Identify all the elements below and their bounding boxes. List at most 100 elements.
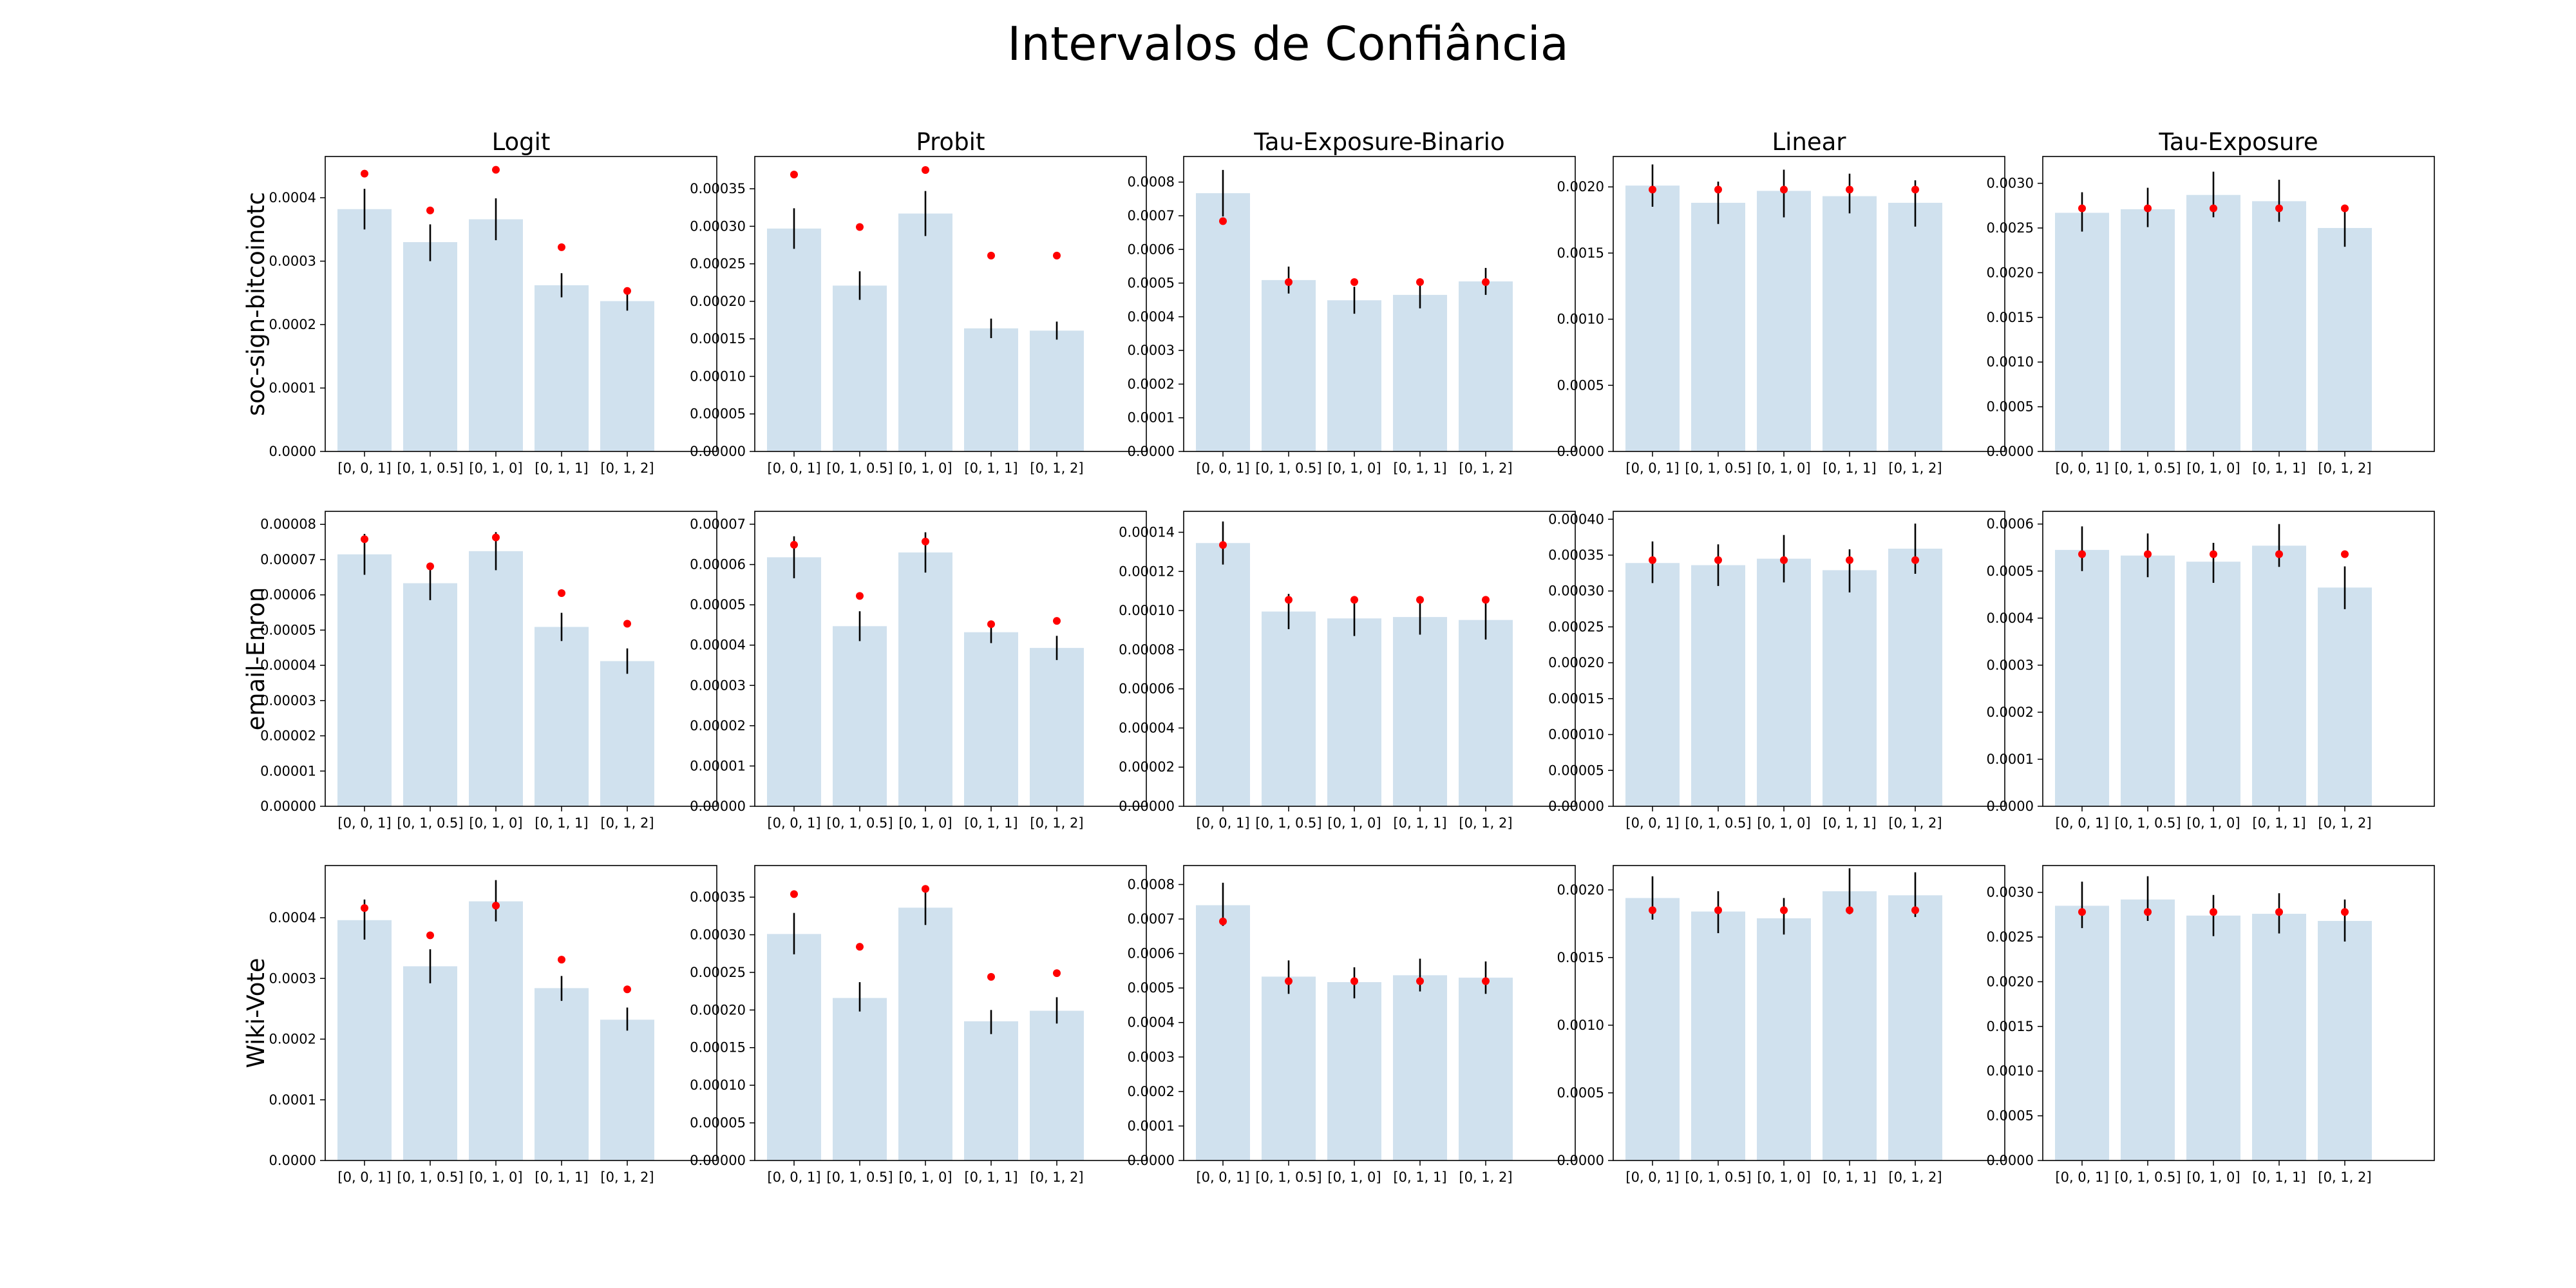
- bar: [833, 626, 887, 806]
- axes-frame: [1613, 865, 2005, 1161]
- estimate-point: [558, 243, 565, 251]
- estimate-point: [1714, 556, 1722, 564]
- estimate-point: [2210, 908, 2217, 916]
- bar: [1196, 193, 1250, 451]
- bar: [2055, 905, 2109, 1160]
- x-tick-label: [0, 0, 1]: [2055, 460, 2108, 476]
- y-tick-label: 0.0008: [1128, 876, 1175, 892]
- x-tick-label: [0, 1, 1]: [964, 1170, 1018, 1185]
- estimate-point: [361, 535, 368, 544]
- x-tick-label: [0, 1, 0]: [469, 460, 522, 476]
- y-tick-label: 0.00010: [690, 1077, 746, 1093]
- estimate-point: [1285, 278, 1293, 287]
- estimate-point: [2078, 204, 2086, 213]
- y-tick-label: 0.00001: [690, 758, 746, 773]
- x-tick-label: [0, 1, 2]: [2318, 460, 2371, 476]
- bar: [767, 557, 821, 806]
- bar: [1196, 543, 1250, 806]
- bar: [403, 242, 457, 451]
- estimate-point: [2078, 908, 2086, 916]
- x-tick-label: [0, 1, 0.5]: [1685, 1170, 1751, 1185]
- estimate-point: [1714, 906, 1722, 914]
- estimate-point: [987, 972, 995, 981]
- bar: [469, 219, 523, 451]
- bar: [2121, 899, 2175, 1160]
- y-tick-label: 0.00003: [260, 693, 316, 708]
- row-label: email-Enron: [242, 587, 270, 731]
- y-tick-label: 0.0004: [269, 910, 316, 925]
- estimate-point: [1846, 906, 1853, 914]
- estimate-point: [2341, 550, 2349, 558]
- axes-frame: [1183, 156, 1576, 452]
- bar: [1327, 300, 1381, 451]
- bar: [2121, 209, 2175, 451]
- x-tick-label: [0, 1, 2]: [600, 815, 654, 831]
- y-tick-label: 0.0005: [1987, 399, 2034, 415]
- y-tick-label: 0.0000: [269, 1153, 316, 1168]
- row-label: soc-sign-bitcoinotc: [242, 192, 270, 416]
- x-tick-label: [0, 1, 0.5]: [1255, 1170, 1321, 1185]
- bar: [767, 228, 821, 451]
- x-tick-label: [0, 1, 0.5]: [1685, 460, 1751, 476]
- bar: [1393, 975, 1447, 1160]
- y-tick-label: 0.0006: [1128, 946, 1175, 961]
- y-tick-label: 0.0005: [1128, 276, 1175, 291]
- y-tick-label: 0.00000: [1548, 799, 1604, 814]
- x-tick-label: [0, 0, 1]: [1625, 460, 1679, 476]
- axes-frame: [1613, 511, 2005, 807]
- x-tick-label: [0, 1, 0]: [2186, 815, 2240, 831]
- y-tick-label: 0.0002: [1128, 1084, 1175, 1099]
- y-tick-label: 0.0004: [1128, 309, 1175, 325]
- y-tick-label: 0.0005: [1557, 1085, 1604, 1101]
- estimate-point: [1416, 596, 1424, 604]
- axes-frame: [2042, 511, 2435, 807]
- x-tick-label: [0, 0, 1]: [1625, 1170, 1679, 1185]
- x-tick-label: [0, 1, 1]: [1393, 460, 1446, 476]
- bar: [2055, 549, 2109, 806]
- bar: [337, 554, 392, 806]
- y-tick-label: 0.0006: [1128, 242, 1175, 257]
- x-tick-label: [0, 1, 0]: [1757, 815, 1810, 831]
- y-tick-label: 0.0005: [1987, 564, 2034, 579]
- bar: [1393, 294, 1447, 451]
- axes-frame: [325, 865, 717, 1161]
- x-tick-label: [0, 1, 2]: [1459, 815, 1512, 831]
- y-tick-label: 0.0030: [1987, 176, 2034, 191]
- estimate-point: [2078, 550, 2086, 558]
- y-tick-label: 0.0003: [1128, 343, 1175, 358]
- y-tick-label: 0.00004: [260, 658, 316, 673]
- estimate-point: [790, 540, 798, 549]
- axes-frame: [1183, 865, 1576, 1161]
- bar: [1823, 196, 1877, 451]
- x-tick-label: [0, 1, 1]: [2252, 815, 2306, 831]
- estimate-point: [1846, 556, 1853, 564]
- panel-email-Enron-Tau-Exposure-Binario: 0.00000 0.00002 0.00004 0.00006 0.00008 0.000…: [1119, 511, 1576, 831]
- x-tick-label: [0, 1, 2]: [2318, 1170, 2371, 1185]
- bar: [833, 998, 887, 1160]
- y-tick-label: 0.00020: [690, 294, 746, 309]
- bar: [1327, 982, 1381, 1160]
- x-tick-label: [0, 1, 0.5]: [826, 1170, 893, 1185]
- y-tick-label: 0.0015: [1557, 245, 1604, 261]
- y-tick-label: 0.00005: [690, 597, 746, 612]
- x-tick-label: [0, 1, 1]: [535, 815, 588, 831]
- y-tick-label: 0.00006: [690, 557, 746, 573]
- y-tick-label: 0.0025: [1987, 929, 2034, 945]
- y-tick-label: 0.0003: [269, 254, 316, 269]
- bar: [1262, 976, 1316, 1160]
- estimate-point: [2210, 550, 2217, 558]
- y-tick-label: 0.00020: [1548, 655, 1604, 670]
- y-tick-label: 0.00000: [690, 1153, 746, 1168]
- estimate-point: [2275, 908, 2283, 916]
- panel-grid: Logit Probit Tau-Exposure-Binario Linear Tau…: [242, 128, 2435, 1185]
- x-tick-label: [0, 0, 1]: [767, 1170, 820, 1185]
- panel-email-Enron-Logit: 0.00000 0.00001 0.00002 0.00003 0.00004 0.000…: [260, 511, 717, 831]
- x-tick-label: [0, 1, 1]: [535, 1170, 588, 1185]
- estimate-point: [1350, 278, 1358, 287]
- x-tick-label: [0, 1, 2]: [1030, 815, 1083, 831]
- estimate-point: [856, 943, 864, 951]
- column-title: Logit: [492, 128, 551, 156]
- y-tick-label: 0.0000: [1557, 444, 1604, 459]
- panel-Wiki-Vote-Logit: 0.0000 0.0001 0.0002 0.0003 0.0004 [0, 0, 1] […: [269, 865, 717, 1185]
